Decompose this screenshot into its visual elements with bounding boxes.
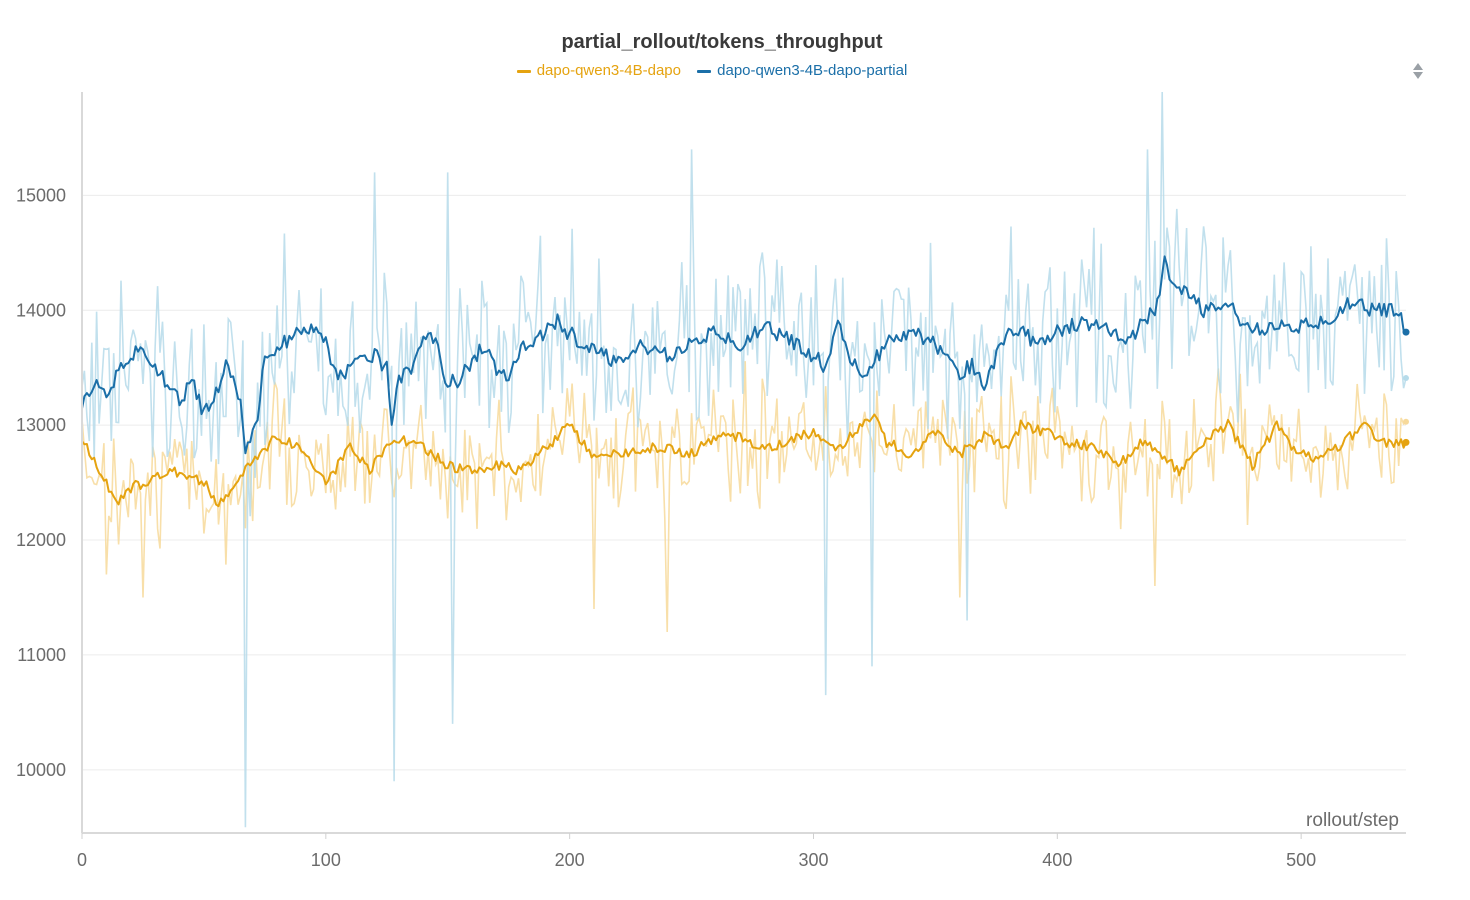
legend-item-dapo[interactable]: dapo-qwen3-4B-dapo	[516, 62, 681, 79]
y-tick-label: 11000	[17, 645, 66, 665]
raw-line-0	[81, 361, 1407, 633]
chart-title: partial_rollout/tokens_throughput	[561, 31, 883, 53]
x-tick-label: 300	[798, 850, 828, 870]
end-marker-raw-1	[1403, 375, 1409, 382]
raw-series-lines	[81, 91, 1407, 828]
end-markers	[1402, 328, 1410, 446]
legend-swatch-dapo	[516, 69, 531, 73]
x-tick-label: 400	[1042, 850, 1072, 870]
smoothed-series-lines	[81, 255, 1407, 508]
end-marker-0	[1402, 438, 1410, 446]
x-tick-label: 100	[311, 850, 341, 870]
gridlines	[82, 194, 1406, 771]
legend-label-dapo: dapo-qwen3-4B-dapo	[536, 62, 681, 79]
x-axis-label: rollout/step	[1306, 810, 1399, 831]
axes: 10000 11000 12000 13000 14000 15000 0 100 200 300…	[16, 92, 1406, 870]
x-tick-label: 200	[555, 850, 585, 870]
smoothed-line-0	[81, 413, 1407, 508]
legend-item-dapo-partial[interactable]: dapo-qwen3-4B-dapo-partial	[697, 62, 907, 79]
y-tick-label: 14000	[16, 300, 66, 320]
y-tick-label: 10000	[16, 760, 66, 780]
smoothed-line-1	[81, 255, 1407, 455]
legend: dapo-qwen3-4B-dapo dapo-qwen3-4B-dapo-pa…	[0, 62, 1424, 79]
end-marker-1	[1402, 328, 1410, 336]
x-tick-label: 0	[77, 850, 87, 870]
y-tick-label: 15000	[16, 185, 66, 205]
sort-arrows-icon[interactable]	[1411, 62, 1425, 80]
end-marker-raw-0	[1403, 418, 1409, 425]
y-tick-label: 13000	[16, 415, 66, 435]
legend-swatch-dapo-partial	[697, 69, 712, 73]
x-tick-label: 500	[1286, 850, 1316, 870]
legend-label-dapo-partial: dapo-qwen3-4B-dapo-partial	[717, 62, 908, 79]
y-tick-label: 12000	[16, 530, 66, 550]
